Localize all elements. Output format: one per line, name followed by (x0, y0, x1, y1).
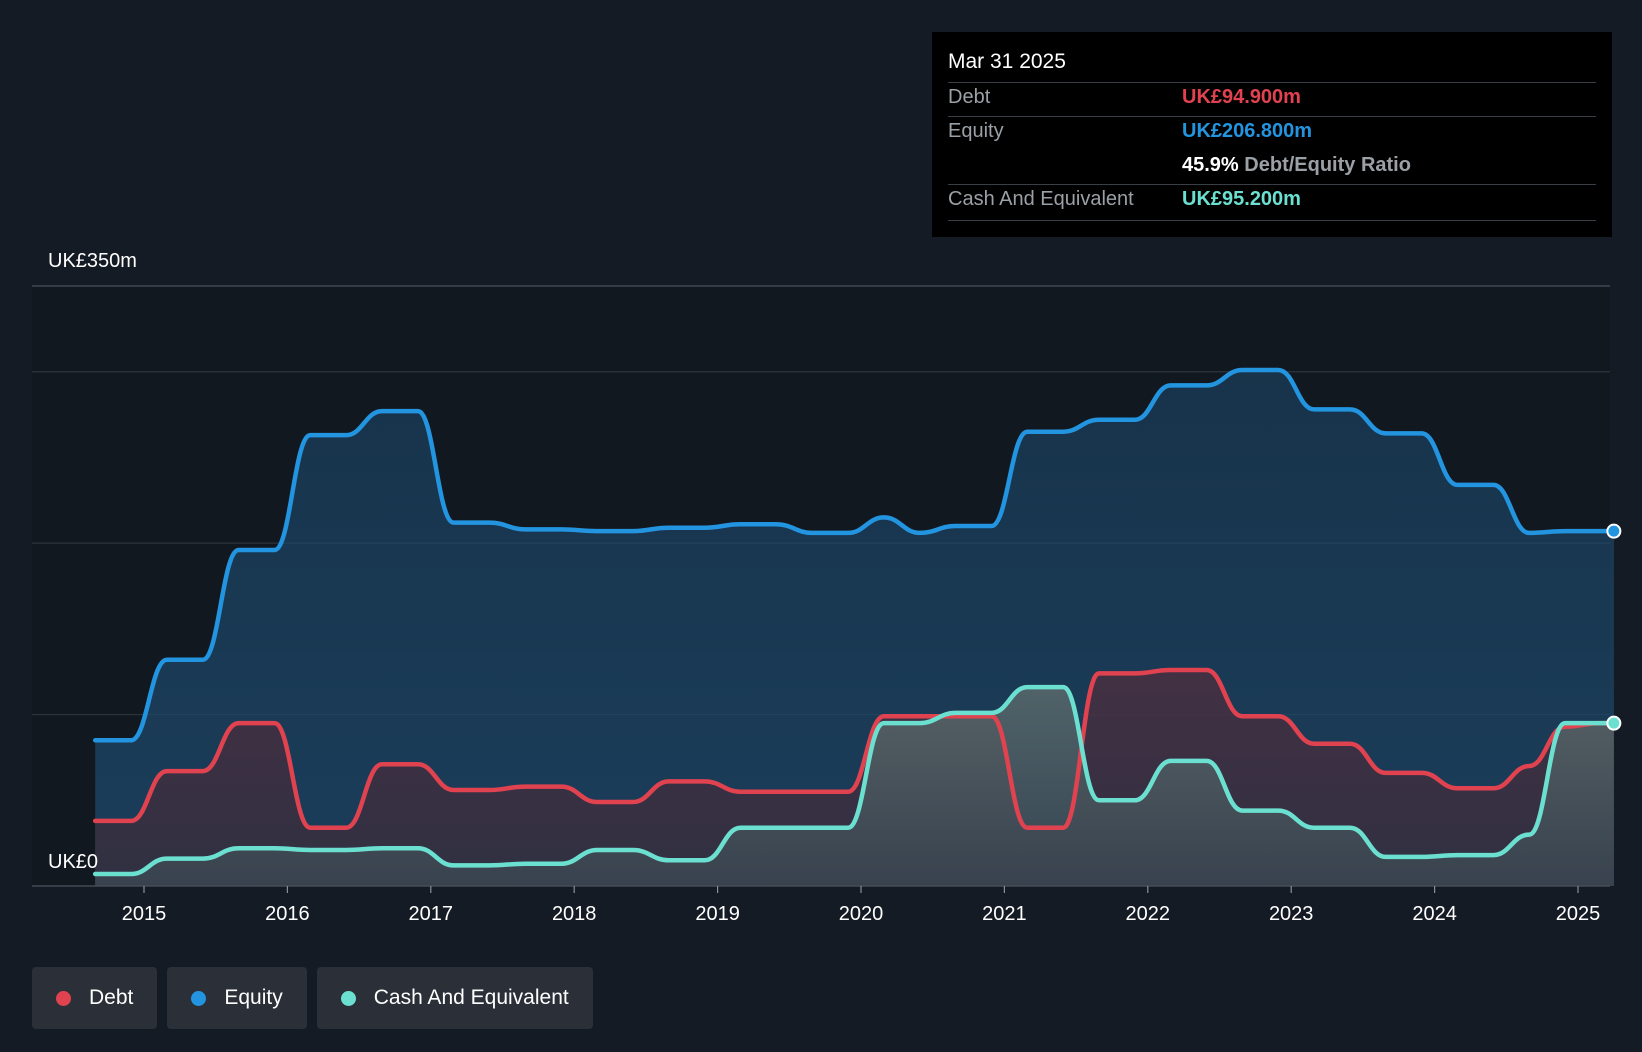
legend: Debt Equity Cash And Equivalent (32, 967, 593, 1029)
x-axis-ticks: 2015 2016 2017 2018 2019 2020 2021 2022 2023 2024… (32, 885, 1610, 925)
cash-dot-icon (340, 990, 356, 1006)
x-tick-label: 2022 (1126, 903, 1171, 925)
tooltip-equity-value: UK£206.800m (1182, 120, 1313, 142)
legend-cash-label: Cash And Equivalent (373, 986, 569, 1009)
legend-item-cash[interactable]: Cash And Equivalent (316, 967, 593, 1029)
y-axis-max-label: UK£350m (48, 250, 137, 272)
equity-dot-icon (191, 990, 207, 1006)
legend-debt-label: Debt (89, 986, 134, 1009)
x-tick-label: 2019 (695, 903, 740, 925)
x-tick-label: 2020 (839, 903, 884, 925)
x-tick-label: 2016 (265, 903, 310, 925)
tooltip-divider (948, 82, 1596, 83)
x-tick-label: 2018 (552, 903, 597, 925)
debt-dot-icon (56, 990, 71, 1006)
cash-line (92, 684, 1617, 877)
series-endpoints (1606, 523, 1622, 731)
tooltip-date: Mar 31 2025 (948, 50, 1066, 73)
tooltip-debt-value: UK£94.900m (1182, 86, 1301, 108)
x-tick-label: 2015 (122, 903, 167, 925)
tooltip-debt-label: Debt (948, 86, 991, 108)
equity-line (92, 367, 1617, 743)
cash-endpoint (1606, 715, 1622, 731)
tooltip-panel: Mar 31 2025 Debt UK£94.900m Equity UK£20… (932, 32, 1612, 237)
tooltip-cash-value: UK£95.200m (1182, 188, 1301, 210)
legend-equity-label: Equity (224, 986, 283, 1009)
tooltip-ratio: 45.9% Debt/Equity Ratio (1182, 154, 1411, 177)
x-tick-label: 2025 (1556, 903, 1601, 925)
tooltip-divider (948, 220, 1596, 221)
tooltip-divider (948, 116, 1596, 117)
y-axis-min-label: UK£0 (48, 851, 99, 873)
legend-item-equity[interactable]: Equity (167, 967, 307, 1029)
x-tick-label: 2024 (1412, 903, 1457, 925)
tooltip-cash-label: Cash And Equivalent (948, 188, 1134, 210)
series-lines (92, 367, 1617, 877)
series-areas (95, 370, 1614, 886)
x-tick-label: 2017 (409, 903, 454, 925)
tooltip-ratio-label: Debt/Equity Ratio (1244, 154, 1411, 176)
debt-line (92, 667, 1617, 830)
equity-endpoint (1606, 523, 1622, 539)
tooltip-ratio-value: 45.9% (1182, 154, 1239, 176)
x-tick-label: 2023 (1269, 903, 1314, 925)
legend-item-debt[interactable]: Debt (32, 967, 158, 1029)
cash-area (95, 687, 1614, 886)
tooltip-divider (948, 184, 1596, 185)
x-tick-label: 2021 (982, 903, 1027, 925)
tooltip-equity-label: Equity (948, 120, 1004, 142)
